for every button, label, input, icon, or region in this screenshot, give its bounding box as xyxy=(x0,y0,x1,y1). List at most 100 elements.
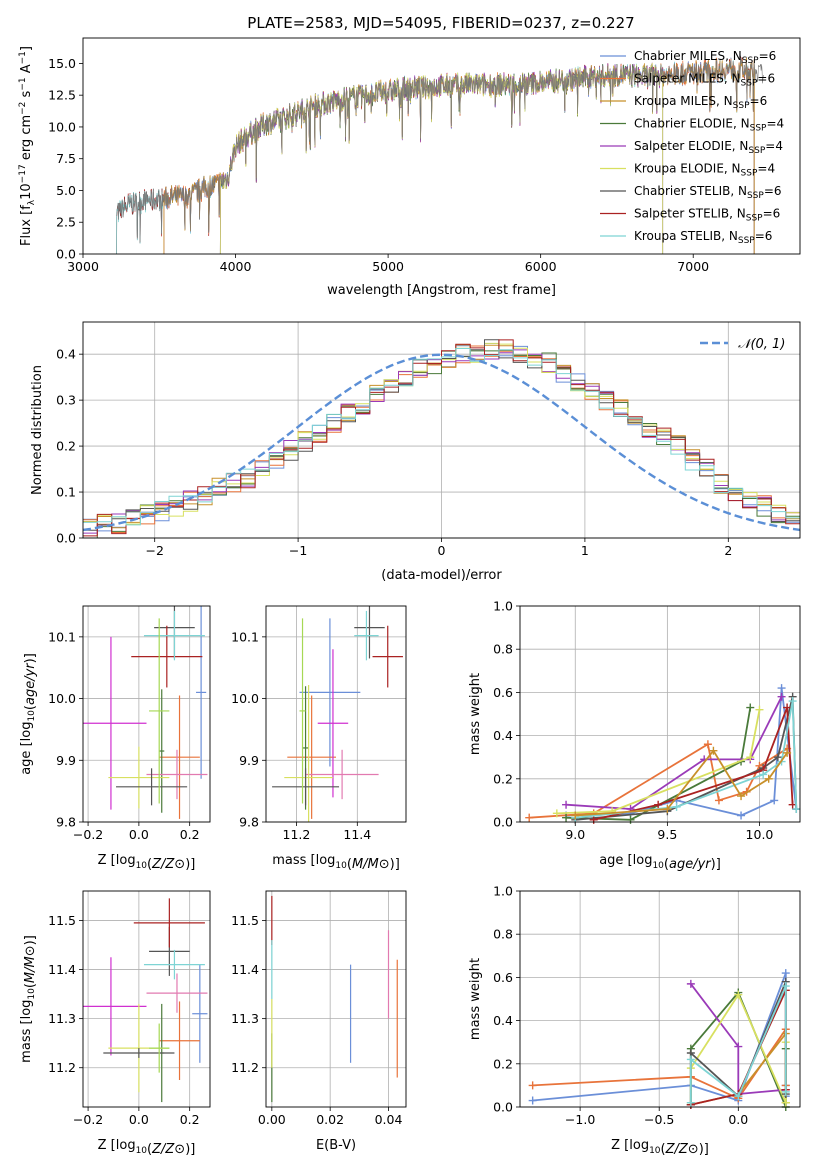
spectrum-panel: 3000 4000 5000 6000 7000 0.0 2.5 5.0 7.5 10.0 12.5… xyxy=(18,37,801,298)
weight-marker xyxy=(528,1096,537,1105)
weight-marker xyxy=(686,1098,695,1107)
x-tick-label: 11.2 xyxy=(283,827,311,842)
x-axis-label: Z [log10(Z/Z⊙)] xyxy=(611,1138,709,1157)
weight-marker xyxy=(552,809,561,818)
weight-marker xyxy=(783,703,792,712)
legend-label: Kroupa STELIB, NSSP=6 xyxy=(634,229,772,246)
y-axis-label: mass [log10(M/M⊙)] xyxy=(19,935,38,1063)
weight-marker xyxy=(783,748,792,757)
weight-line xyxy=(575,700,798,819)
y-tick-label: 0.1 xyxy=(56,485,76,500)
y-tick-label: 10.1 xyxy=(231,629,259,644)
weight-marker xyxy=(781,1087,790,1096)
x-tick-label: 6000 xyxy=(525,259,557,274)
y-tick-label: 11.5 xyxy=(231,913,259,928)
y-tick-label: 7.5 xyxy=(56,151,76,166)
y-tick-label: 12.5 xyxy=(48,88,76,103)
y-tick-label: 2.5 xyxy=(56,215,76,230)
x-tick-label: 7000 xyxy=(677,259,709,274)
x-tick-label: −1.0 xyxy=(565,1112,595,1127)
x-tick-label: −2 xyxy=(145,543,163,558)
x-tick-label: −1 xyxy=(289,543,307,558)
weight-marker xyxy=(770,796,779,805)
histogram-kroupa-stelib xyxy=(83,348,800,526)
axes-frame xyxy=(519,605,801,823)
weight-marker xyxy=(734,1042,743,1051)
residuals-histogram-panel: −2 −1 0 1 2 0.0 0.1 0.2 0.3 0.4 𝒩(0, 1) (data-model… xyxy=(30,321,801,583)
weight-line xyxy=(690,983,786,1095)
y-axis-label: mass weight xyxy=(468,958,483,1040)
axes-frame xyxy=(265,890,407,1108)
y-tick-label: 9.8 xyxy=(239,815,259,830)
y-tick-label: 11.3 xyxy=(48,1011,76,1026)
weight-marker xyxy=(777,692,786,701)
y-tick-label: 11.2 xyxy=(231,1060,259,1075)
x-tick-label: 0.2 xyxy=(180,827,200,842)
x-tick-label: 0 xyxy=(438,543,446,558)
x-axis-label: age [log10(age/yr)] xyxy=(599,853,721,872)
weight-marker xyxy=(626,815,635,824)
x-tick-label: −0.2 xyxy=(73,827,103,842)
axes-frame xyxy=(265,605,407,823)
legend-label: Kroupa MILES, NSSP=6 xyxy=(634,94,767,111)
x-tick-label: 0.02 xyxy=(316,1112,344,1127)
weight-line xyxy=(556,709,761,815)
y-tick-label: 9.9 xyxy=(56,753,76,768)
x-axis-label: wavelength [Angstrom, rest frame] xyxy=(327,283,556,298)
y-tick-label: 0.0 xyxy=(56,247,76,262)
x-axis-label: (data-model)/error xyxy=(381,568,502,583)
y-tick-label: 1.0 xyxy=(493,599,513,614)
x-tick-label: 9.0 xyxy=(565,827,585,842)
weight-marker xyxy=(764,774,773,783)
weight-marker xyxy=(755,705,764,714)
x-tick-label: 0.2 xyxy=(180,1112,200,1127)
y-tick-label: 0.0 xyxy=(493,1100,513,1115)
weight-marker xyxy=(734,990,743,999)
weight-marker xyxy=(703,740,712,749)
spectrum-line-salpeter-miles xyxy=(163,57,755,254)
spectrum-data-line xyxy=(116,58,764,243)
weight-marker xyxy=(734,1092,743,1101)
y-tick-label: 9.8 xyxy=(56,815,76,830)
y-tick-label: 0.6 xyxy=(493,970,513,985)
axes-frame xyxy=(82,890,211,1108)
y-tick-label: 11.4 xyxy=(48,962,76,977)
y-tick-label: 10.0 xyxy=(48,691,76,706)
y-tick-label: 11.2 xyxy=(48,1060,76,1075)
y-tick-label: 10.0 xyxy=(48,119,76,134)
legend-label: Salpeter STELIB, NSSP=6 xyxy=(634,207,780,224)
weight-marker xyxy=(525,813,534,822)
y-tick-label: 0.2 xyxy=(493,1056,513,1071)
weight-marker xyxy=(737,811,746,820)
y-tick-label: 0.4 xyxy=(493,1013,513,1028)
x-tick-label: 4000 xyxy=(220,259,252,274)
legend-label: Chabrier ELODIE, NSSP=4 xyxy=(634,117,784,134)
y-tick-label: 11.3 xyxy=(231,1011,259,1026)
mass-vs-ebv-panel: 0.00 0.02 0.04 11.2 11.3 11.4 11.5 E(B-V) xyxy=(231,890,407,1153)
weight-marker xyxy=(686,1055,695,1064)
y-tick-label: 5.0 xyxy=(56,183,76,198)
legend-label: Kroupa ELODIE, NSSP=4 xyxy=(634,162,775,179)
legend-label: Chabrier STELIB, NSSP=6 xyxy=(634,184,782,201)
y-axis-label: age [log10(age/yr)] xyxy=(19,653,38,775)
axes-frame xyxy=(82,321,801,539)
x-tick-label: 1 xyxy=(581,543,589,558)
x-tick-label: 11.4 xyxy=(343,827,371,842)
y-tick-label: 11.5 xyxy=(48,913,76,928)
weight-marker xyxy=(714,796,723,805)
weight-marker xyxy=(686,979,695,988)
x-tick-label: 0.00 xyxy=(258,1112,286,1127)
x-axis-label: E(B-V) xyxy=(316,1138,356,1153)
x-tick-label: −0.5 xyxy=(644,1112,674,1127)
x-axis-label: Z [log10(Z/Z⊙)] xyxy=(98,1138,196,1157)
weight-marker xyxy=(781,982,790,991)
x-tick-label: 0.04 xyxy=(375,1112,403,1127)
weight-marker xyxy=(562,800,571,809)
figure-title: PLATE=2583, MJD=54095, FIBERID=0237, z=0… xyxy=(247,14,634,32)
normal-curve xyxy=(83,353,800,532)
y-axis-label: Flux [fλ10−17 erg cm−2 s−1 A−1] xyxy=(18,46,37,246)
y-axis-label: mass weight xyxy=(468,673,483,755)
weight-line xyxy=(575,749,788,817)
x-tick-label: 0.0 xyxy=(728,1112,748,1127)
